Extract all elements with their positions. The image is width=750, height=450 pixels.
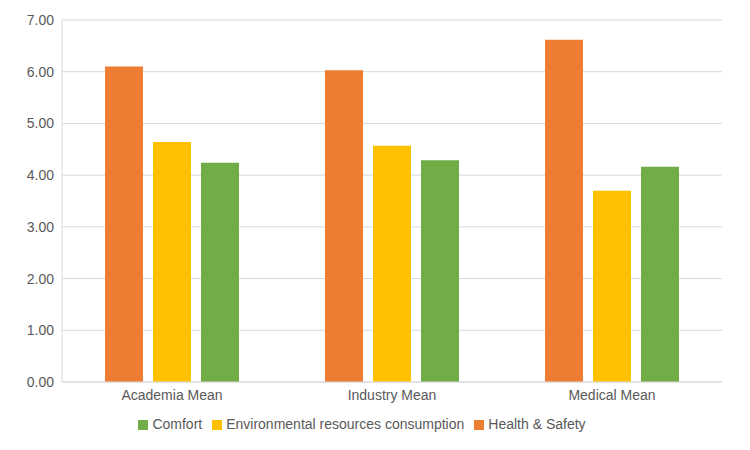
svg-text:0.00: 0.00	[27, 374, 54, 390]
svg-text:4.00: 4.00	[27, 167, 54, 183]
svg-text:1.00: 1.00	[27, 322, 54, 338]
svg-text:2.00: 2.00	[27, 271, 54, 287]
html-text:Comfort: Comfort	[152, 416, 203, 432]
html-text:Health & Safety: Health & Safety	[488, 416, 586, 432]
svg-text:5.00: 5.00	[27, 115, 54, 131]
svg-text:3.00: 3.00	[27, 219, 54, 235]
html-text:Environmental resources consum: Environmental resources consumption	[226, 416, 465, 432]
svg-text:Medical Mean: Medical Mean	[568, 387, 655, 403]
svg-text:7.00: 7.00	[27, 12, 54, 28]
svg-text:Academia Mean: Academia Mean	[121, 387, 222, 403]
svg-text:Industry Mean: Industry Mean	[348, 387, 437, 403]
svg-text:6.00: 6.00	[27, 64, 54, 80]
